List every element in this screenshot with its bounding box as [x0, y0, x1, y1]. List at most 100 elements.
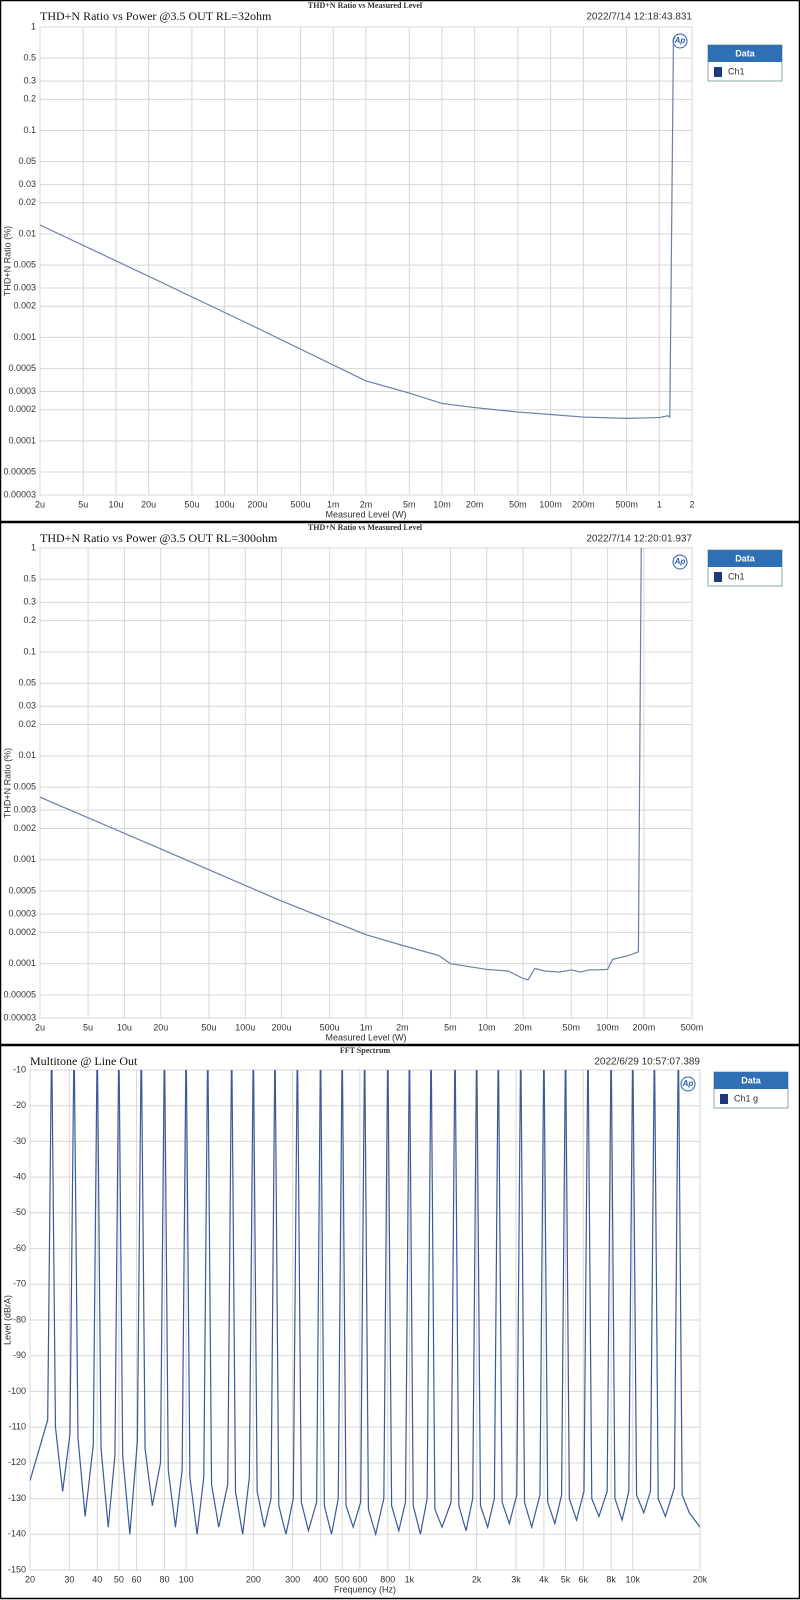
x-tick-label: 20m [514, 1022, 532, 1032]
x-tick-label: 100 [179, 1574, 194, 1584]
y-tick-label: 0.001 [13, 332, 36, 342]
x-tick-label: 200 [246, 1574, 261, 1584]
legend-title: Data [735, 48, 756, 58]
y-tick-label: 0.002 [13, 823, 36, 833]
y-tick-label: 0.0002 [8, 404, 36, 414]
y-tick-label: 0.1 [23, 646, 36, 656]
x-tick-label: 8k [606, 1574, 616, 1584]
y-tick-label: -50 [13, 1207, 26, 1217]
y-tick-label: 0.5 [23, 574, 36, 584]
logo-badge [680, 1076, 696, 1092]
x-tick-label: 50 [114, 1574, 124, 1584]
x-tick-label: 20k [693, 1574, 708, 1584]
logo-badge [672, 554, 688, 570]
y-tick-label: 0.3 [23, 75, 36, 85]
x-tick-label: 30 [64, 1574, 74, 1584]
legend-swatch [720, 1094, 728, 1104]
y-tick-label: 0.003 [13, 282, 36, 292]
x-tick-label: 100m [596, 1022, 619, 1032]
x-axis-label: Measured Level (W) [325, 509, 406, 519]
y-tick-label: 0.02 [18, 197, 36, 207]
x-tick-label: 2u [35, 499, 45, 509]
chart-subtitle: THD+N Ratio vs Power @3.5 OUT RL=32ohm [40, 9, 272, 23]
y-tick-label: -80 [13, 1314, 26, 1324]
y-tick-label: 0.0003 [8, 908, 36, 918]
x-tick-label: 60 [132, 1574, 142, 1584]
x-tick-label: 300 [285, 1574, 300, 1584]
y-tick-label: -110 [9, 1422, 26, 1432]
y-tick-label: -130 [8, 1493, 26, 1503]
x-tick-label: 4k [539, 1574, 549, 1584]
y-tick-label: 0.2 [23, 94, 36, 104]
x-tick-label: 800 [380, 1574, 395, 1584]
y-tick-label: -150 [8, 1564, 26, 1574]
y-tick-label: 0.0005 [8, 885, 36, 895]
y-tick-label: 0.03 [18, 179, 36, 189]
x-tick-label: 5u [83, 1022, 93, 1032]
y-tick-label: 0.01 [18, 228, 36, 238]
x-tick-label: 500u [291, 499, 311, 509]
x-tick-label: 200m [633, 1022, 656, 1032]
x-tick-label: 20u [141, 499, 156, 509]
y-axis-label: THD+N Ratio (%) [2, 748, 12, 818]
y-tick-label: 0.5 [23, 53, 36, 63]
y-tick-label: 0.05 [18, 156, 36, 166]
y-tick-label: 0.0003 [8, 386, 36, 396]
y-tick-label: 1 [31, 542, 36, 552]
panel: 1 0.5 0.3 0.2 0.1 0.05 0.03 0.02 0.01 0.005 0.003 0… [0, 521, 800, 1046]
x-tick-label: 20u [153, 1022, 168, 1032]
y-tick-label: -70 [13, 1279, 26, 1289]
x-tick-label: 50m [509, 499, 527, 509]
x-tick-label: 200m [572, 499, 595, 509]
x-tick-label: 5m [444, 1022, 457, 1032]
legend-header [708, 45, 782, 62]
y-tick-label: 0.0001 [8, 958, 36, 968]
y-tick-label: 0.00003 [3, 1012, 36, 1022]
x-tick-label: 2m [360, 499, 373, 509]
x-tick-label: 3k [511, 1574, 521, 1584]
y-tick-label: -140 [8, 1529, 26, 1539]
x-tick-label: 500m [681, 1022, 704, 1032]
y-tick-label: -100 [8, 1386, 26, 1396]
y-tick-label: 0.3 [23, 597, 36, 607]
chart-subtitle: Multitone @ Line Out [30, 1054, 138, 1068]
x-tick-label: 10u [117, 1022, 132, 1032]
y-tick-label: -90 [13, 1350, 26, 1360]
y-tick-label: 0.05 [18, 678, 36, 688]
y-tick-label: 0.0001 [8, 435, 36, 445]
x-tick-label: 50u [184, 499, 199, 509]
x-tick-label: 1m [360, 1022, 373, 1032]
y-tick-label: 0.2 [23, 615, 36, 625]
legend-label: Ch1 [728, 66, 745, 76]
x-tick-label: 100m [539, 499, 562, 509]
x-tick-label: 40 [92, 1574, 102, 1584]
x-tick-label: 500m [615, 499, 638, 509]
logo: Ap [682, 1079, 694, 1088]
logo: Ap [674, 557, 686, 566]
y-tick-label: -120 [8, 1457, 26, 1467]
x-tick-label: 400 [313, 1574, 328, 1584]
x-tick-label: 10u [108, 499, 123, 509]
legend-swatch [714, 572, 722, 582]
y-tick-label: 0.0005 [8, 363, 36, 373]
x-tick-label: 5k [561, 1574, 571, 1584]
x-tick-label: 5m [403, 499, 416, 509]
x-tick-label: 200u [272, 1022, 292, 1032]
x-tick-label: 50m [562, 1022, 580, 1032]
y-tick-label: 0.00003 [3, 489, 36, 499]
y-tick-label: 0.001 [13, 854, 36, 864]
y-tick-label: 1 [31, 21, 36, 31]
x-tick-label: 20m [466, 499, 484, 509]
y-tick-label: 0.003 [13, 805, 36, 815]
timestamp: 2022/7/14 12:20:01.937 [586, 534, 692, 545]
y-tick-label: 0.002 [13, 301, 36, 311]
x-tick-label: 50u [201, 1022, 216, 1032]
legend-header [708, 550, 782, 567]
legend-label: Ch1 g [734, 1093, 758, 1103]
x-tick-label: 5u [78, 499, 88, 509]
y-tick-label: -30 [13, 1136, 26, 1146]
timestamp: 2022/7/14 12:18:43.831 [586, 12, 692, 23]
chart-title: THD+N Ratio vs Measured Level [308, 1, 423, 10]
